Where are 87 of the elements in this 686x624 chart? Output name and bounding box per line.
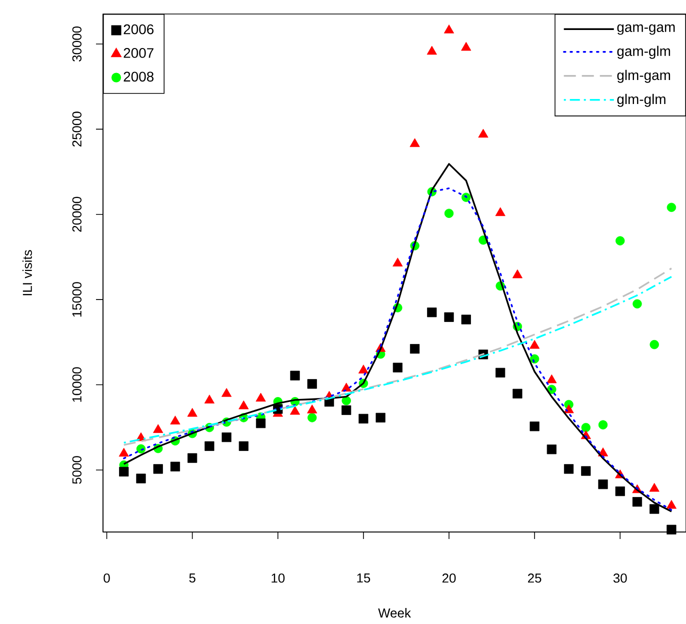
x-tick-label: 0 (104, 574, 110, 583)
point (153, 464, 163, 474)
point (564, 464, 574, 474)
point (478, 128, 488, 138)
point (290, 406, 300, 415)
point (530, 354, 540, 364)
point (256, 392, 266, 402)
x-tick-label: 10 (272, 574, 285, 583)
point (136, 444, 146, 454)
y-tick-label: 15000 (72, 282, 82, 317)
point (118, 448, 129, 457)
point (666, 202, 676, 212)
point (358, 364, 368, 374)
point (581, 466, 591, 476)
point (307, 379, 317, 389)
point (495, 207, 506, 216)
point (546, 444, 556, 454)
x-tick-label: 30 (613, 574, 627, 583)
y-tick-label: 25000 (72, 112, 82, 147)
point (512, 388, 522, 398)
point (410, 138, 420, 148)
x-tick-label: 15 (357, 574, 370, 583)
y-tick-label: 10000 (72, 367, 82, 402)
point (461, 314, 471, 324)
point (238, 441, 248, 451)
point (307, 404, 318, 414)
point (256, 418, 266, 428)
point (427, 308, 437, 318)
point (187, 408, 198, 417)
legend-label: gam-gam (617, 24, 675, 35)
point (616, 236, 625, 246)
point (170, 462, 180, 472)
point (666, 524, 676, 534)
point (308, 413, 317, 422)
legend-label: 2006 (124, 24, 154, 34)
legend-label: glm-glm (617, 94, 666, 107)
point (598, 420, 608, 430)
y-tick-label: 20000 (72, 196, 82, 232)
point (615, 486, 625, 496)
point (426, 46, 437, 55)
point (290, 370, 300, 380)
point (530, 340, 540, 349)
point (444, 24, 454, 34)
point (650, 504, 660, 514)
point (649, 482, 660, 492)
point (581, 422, 591, 432)
point (444, 312, 454, 322)
y-tick-label: 5000 (72, 456, 82, 484)
point (650, 340, 659, 350)
point (598, 479, 608, 490)
point (170, 416, 180, 424)
point (342, 396, 351, 406)
y-tick-label: 30000 (72, 26, 82, 62)
point (136, 474, 146, 484)
point (410, 344, 420, 354)
point (342, 405, 352, 415)
point (461, 42, 472, 51)
x-axis-title: Week (378, 608, 411, 618)
point (222, 388, 232, 397)
point (222, 432, 232, 442)
point (392, 258, 403, 266)
point (444, 208, 454, 218)
x-tick-label: 5 (189, 574, 196, 583)
point (496, 368, 506, 378)
point (512, 269, 523, 278)
legend-label: glm-gam (617, 70, 670, 83)
point (376, 412, 386, 422)
point (188, 453, 198, 463)
legend-label: gam-glm (617, 46, 670, 59)
point (666, 500, 677, 509)
point (546, 374, 557, 384)
point (238, 400, 249, 410)
point (392, 362, 402, 372)
point (204, 394, 214, 404)
legend-label: 2008 (124, 72, 154, 82)
y-axis-title: ILI visits (22, 250, 32, 296)
legend-label: 2007 (124, 48, 154, 58)
point (632, 497, 642, 507)
point (119, 466, 129, 476)
point (462, 192, 471, 202)
point (632, 299, 642, 308)
point (153, 424, 164, 433)
point (358, 414, 368, 424)
point (530, 422, 540, 432)
x-tick-label: 20 (442, 574, 456, 583)
point (204, 441, 214, 451)
x-tick-label: 25 (528, 574, 542, 583)
